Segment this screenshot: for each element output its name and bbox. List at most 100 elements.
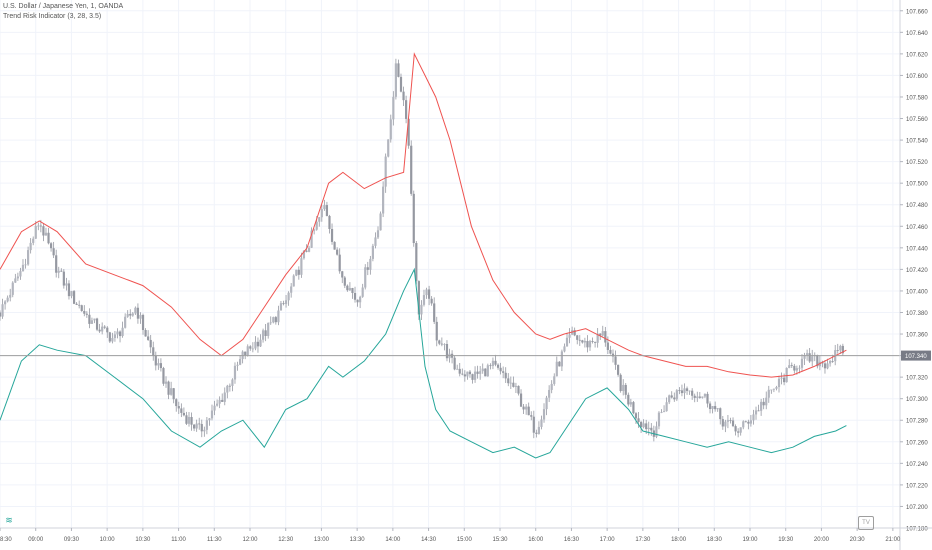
last-price-badge	[901, 350, 931, 361]
candle	[703, 393, 707, 399]
candle-body	[106, 327, 109, 333]
candle-body	[811, 356, 814, 362]
candle	[450, 350, 454, 364]
candle-body	[726, 420, 730, 422]
candle-body	[305, 250, 308, 252]
candle-body	[731, 420, 735, 427]
tradingview-logo-icon[interactable]: TV	[858, 516, 874, 530]
candle-body	[519, 393, 523, 407]
x-tick-label: 19:30	[778, 537, 794, 543]
candle	[44, 227, 48, 236]
candle-body	[407, 118, 410, 146]
candle-body	[688, 390, 691, 392]
candle-body	[443, 343, 446, 345]
candle-body	[279, 303, 283, 311]
candle-body	[389, 119, 392, 140]
candle-body	[164, 381, 168, 384]
y-tick-label: 107.420	[906, 268, 928, 274]
candle-body	[499, 367, 502, 372]
candle	[586, 335, 589, 353]
candle-body	[698, 396, 701, 398]
candle-body	[417, 281, 420, 315]
candle	[542, 403, 546, 423]
candle	[629, 398, 632, 407]
candle	[591, 337, 594, 344]
candle	[177, 401, 180, 415]
candle-body	[427, 289, 431, 299]
candle-body	[182, 412, 185, 416]
candle	[765, 391, 768, 410]
y-tick-label: 107.360	[906, 333, 928, 339]
candle-body	[489, 365, 492, 367]
candle	[295, 269, 298, 277]
candle-body	[246, 346, 249, 356]
candle-body	[798, 367, 801, 369]
candle-body	[162, 368, 165, 384]
candle-body	[708, 403, 712, 410]
candle-body	[274, 317, 277, 323]
candle-body	[714, 406, 717, 410]
candle	[749, 414, 753, 427]
candle	[16, 272, 19, 281]
y-tick-label: 107.220	[906, 483, 928, 489]
candle	[282, 300, 285, 306]
candle-body	[749, 420, 753, 424]
candle	[742, 420, 745, 430]
candle-body	[445, 343, 449, 359]
candle	[42, 223, 45, 242]
candle	[261, 328, 265, 343]
time-axis[interactable]: 8:30 09:00 09:30 10:00 10:30 11:00 11:30 12:00 1…	[0, 527, 932, 543]
candle	[550, 380, 553, 394]
candle	[673, 392, 676, 402]
candle-body	[37, 225, 40, 227]
candle-body	[606, 342, 609, 350]
candle	[777, 375, 781, 393]
candle-body	[563, 346, 566, 352]
candle	[726, 415, 730, 429]
candle-body	[221, 399, 224, 402]
candle	[481, 363, 484, 374]
candle	[55, 249, 58, 278]
candle-body	[634, 413, 638, 419]
candle	[578, 335, 581, 346]
candle-body	[369, 258, 372, 270]
x-tick-label: 11:30	[207, 537, 222, 543]
candle	[126, 310, 129, 318]
candle	[187, 412, 191, 427]
candle	[568, 328, 571, 344]
x-tick-label: 13:30	[350, 537, 366, 543]
candle	[519, 389, 523, 407]
candle-body	[486, 365, 489, 377]
wave-icon[interactable]: ≋	[5, 515, 13, 525]
candle-body	[466, 371, 469, 377]
symbol-title[interactable]: U.S. Dollar / Japanese Yen, 1, OANDA	[3, 3, 124, 10]
last-price-label: 107.340	[901, 350, 931, 361]
candle-body	[157, 363, 160, 366]
candle	[599, 333, 602, 341]
candle	[29, 238, 32, 254]
candle-body	[338, 254, 341, 272]
candle	[111, 332, 114, 344]
candle-body	[420, 304, 423, 315]
candle-body	[647, 427, 650, 430]
candle-body	[642, 423, 645, 428]
candle-body	[62, 271, 65, 286]
y-tick-label: 107.480	[906, 203, 928, 209]
candle-body	[172, 388, 175, 400]
indicator-title[interactable]: Trend Risk Indicator (3, 28, 3.5)	[3, 13, 102, 20]
grid-layer	[0, 0, 900, 529]
upper-band-line	[0, 52, 847, 378]
candle-body	[29, 242, 32, 251]
candle-body	[131, 313, 134, 316]
candle-body	[1, 304, 4, 317]
candle	[269, 316, 272, 325]
candle-body	[359, 296, 362, 303]
candle	[361, 283, 364, 298]
price-axis[interactable]: 107.180 107.200 107.220 107.240 107.260 107.2…	[899, 0, 928, 550]
candle-body	[440, 343, 443, 345]
candle-body	[78, 304, 81, 306]
candle	[170, 381, 173, 396]
candle-body	[609, 349, 612, 354]
candle	[706, 391, 709, 408]
